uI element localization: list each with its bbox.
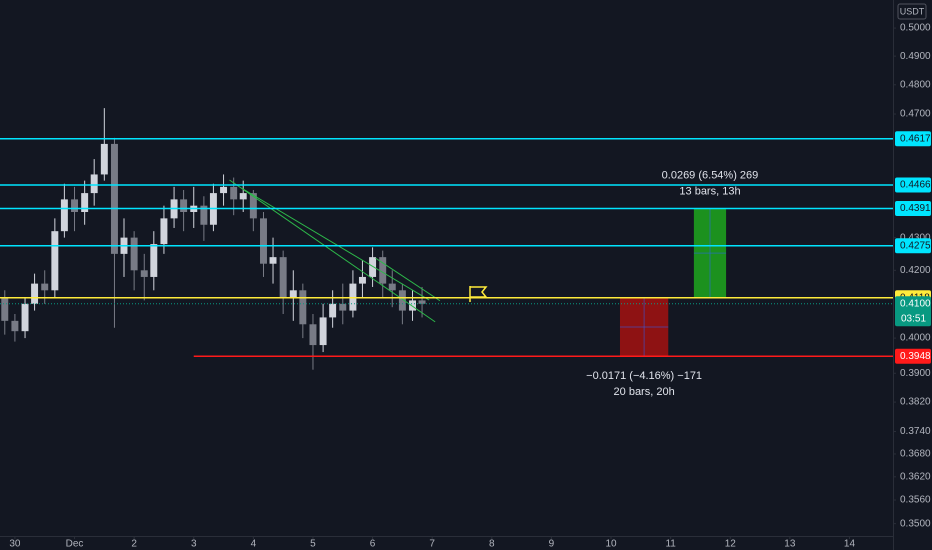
candle-body: [100, 143, 108, 175]
candle-body: [369, 257, 377, 277]
y-tick-label: 0.3820: [900, 397, 931, 408]
price-label-box: [895, 348, 931, 364]
candle-body: [260, 218, 267, 264]
x-tick-label: 14: [844, 539, 856, 550]
candle-body: [279, 257, 287, 298]
axes: 30 Dec 2 3 4 5 6 7 8 9 10 11 12 13 14 0.5000 0.4900 0.480…: [9, 23, 931, 550]
price-label-box: [895, 131, 931, 147]
candle-body: [220, 186, 228, 194]
candle-body: [110, 143, 118, 254]
candle-body: [150, 244, 158, 277]
candle-body: [31, 283, 39, 304]
candle-body: [180, 199, 188, 213]
candle-body: [358, 276, 366, 284]
trendline: [241, 187, 430, 301]
x-tick-label: 10: [605, 539, 617, 550]
y-tick-label: 0.3500: [900, 518, 931, 529]
candle-body: [388, 283, 396, 291]
y-tick-label: 0.3560: [900, 495, 931, 506]
y-tick-label: 0.4200: [900, 265, 931, 276]
x-tick-label: 4: [251, 539, 257, 550]
y-tick-label: 0.3680: [900, 449, 931, 460]
x-tick-label: 11: [665, 539, 676, 550]
candle-body: [200, 205, 208, 225]
candle-body: [319, 317, 327, 346]
x-tick-label: 2: [131, 539, 137, 550]
y-tick-label: 0.3900: [900, 368, 931, 379]
countdown: 03:51: [901, 313, 926, 324]
position-label: 20 bars, 20h: [614, 386, 675, 398]
y-tick-label: 0.4300: [900, 232, 931, 243]
trendline: [375, 257, 441, 302]
currency: USDT: [900, 6, 925, 16]
currency-box[interactable]: [897, 3, 927, 20]
price-label: 0.4275: [900, 240, 931, 251]
candle-body: [339, 303, 347, 311]
price-label: 0.4466: [900, 180, 931, 191]
x-tick-label: 9: [549, 539, 555, 550]
candle-body: [239, 193, 247, 200]
y-tick-label: 0.3620: [900, 471, 931, 482]
candle-body: [21, 303, 29, 332]
last-price-label: 0.4100: [900, 298, 931, 309]
x-tick-label: 13: [784, 539, 796, 550]
x-tick-label: 3: [191, 539, 197, 550]
position-label: −0.0171 (−4.16%) −171: [586, 370, 702, 382]
candle-body: [81, 193, 89, 213]
candle-body: [409, 300, 416, 311]
x-tick-label: 6: [370, 539, 376, 550]
x-tick-label: Dec: [66, 539, 84, 550]
y-tick-label: 0.4700: [900, 109, 931, 120]
y-tick-label: 0.5000: [900, 23, 931, 34]
candle-body: [11, 320, 19, 332]
candle-body: [249, 193, 257, 219]
price-label: 0.3948: [900, 351, 931, 362]
price-label-box: [895, 238, 931, 254]
x-tick-label: 12: [725, 539, 737, 550]
y-tick-label: 0.4800: [900, 79, 931, 90]
candle-body: [41, 283, 49, 291]
candle-body: [60, 199, 68, 232]
y-tick-label: 0.4900: [900, 51, 931, 62]
candle-body: [160, 218, 168, 245]
candle-body: [140, 270, 148, 277]
candle-body: [130, 237, 138, 271]
x-tick-label: 30: [9, 539, 21, 550]
position-label: 13 bars, 13h: [679, 185, 740, 197]
price-label: 0.4617: [900, 133, 931, 144]
candle-body: [379, 257, 387, 284]
candle-body: [309, 324, 317, 346]
price-label: 0.4391: [900, 203, 931, 214]
candle-body: [90, 174, 98, 194]
candle-body: [51, 231, 59, 291]
candle-body: [418, 300, 426, 304]
candle-body: [71, 199, 78, 213]
candle-body: [1, 297, 9, 321]
candle-body: [398, 290, 406, 311]
price-label-box: [895, 201, 931, 217]
price-label-box: [895, 177, 931, 193]
candle-body: [329, 303, 337, 318]
y-tick-label: 0.3740: [900, 426, 931, 437]
plot-area: 0.0269 (6.54%) 269 13 bars, 13h −0.0171 (−…: [0, 108, 893, 398]
x-tick-label: 8: [489, 539, 495, 550]
position-label: 0.0269 (6.54%) 269: [662, 169, 759, 181]
y-tick-label: 0.4000: [900, 333, 931, 344]
x-tick-label: 5: [310, 539, 316, 550]
x-tick-label: 7: [429, 539, 435, 550]
candle-body: [289, 290, 297, 298]
candle-body: [230, 186, 238, 200]
candle-body: [299, 290, 307, 325]
candle-body: [269, 257, 277, 264]
last-price-box: [895, 296, 931, 327]
